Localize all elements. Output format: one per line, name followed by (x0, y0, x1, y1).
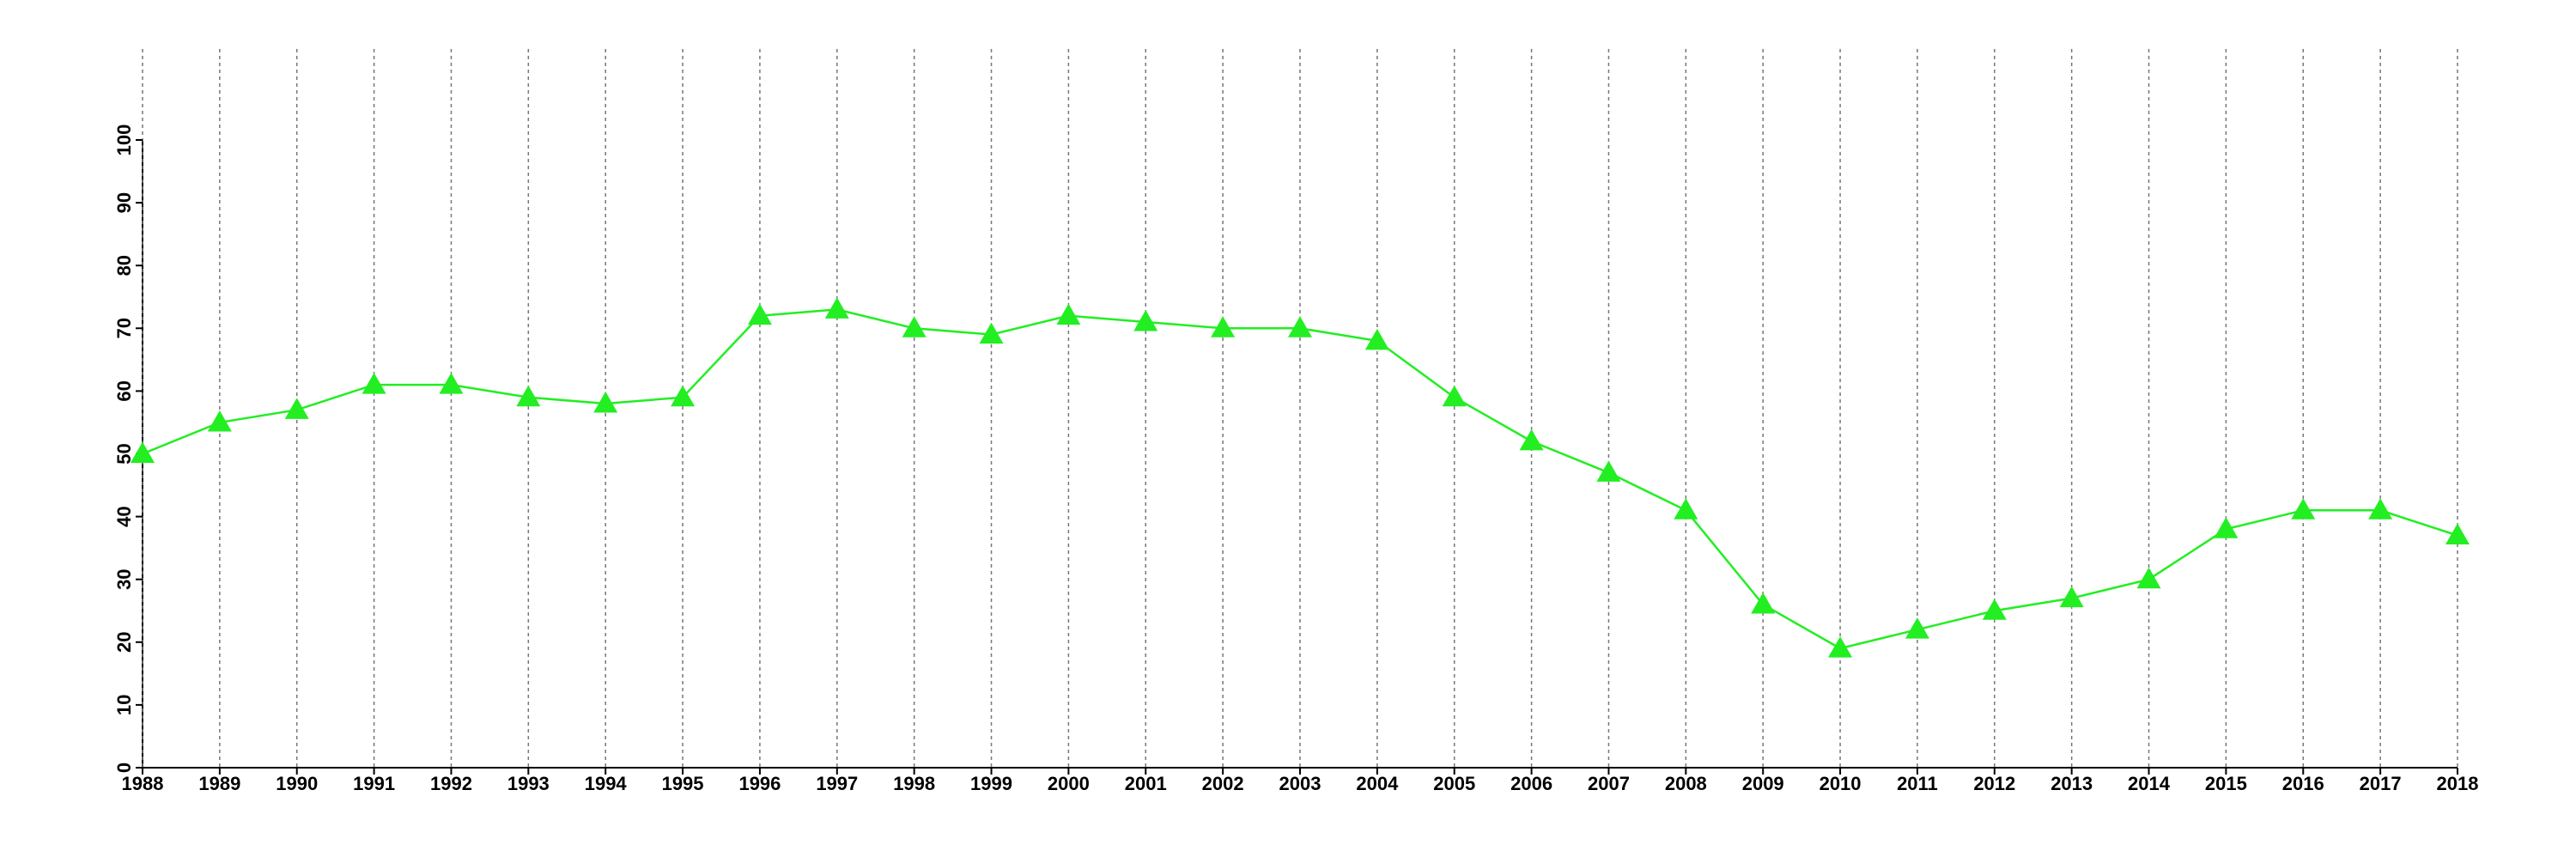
x-tick-label: 2011 (1897, 773, 1938, 794)
data-point (1596, 460, 1621, 482)
data-point (979, 322, 1004, 344)
x-tick-label: 1994 (585, 773, 628, 794)
x-tick-label: 2001 (1125, 773, 1167, 794)
data-point (207, 410, 232, 432)
x-tick-label: 2012 (1973, 773, 2015, 794)
data-point (2368, 498, 2393, 520)
data-point (439, 373, 464, 394)
y-tick-label: 20 (113, 632, 135, 653)
y-tick-label: 80 (113, 255, 135, 276)
data-point (1364, 328, 1389, 350)
data-point (1982, 599, 2007, 620)
x-tick-label: 2010 (1820, 773, 1862, 794)
x-tick-label: 2008 (1665, 773, 1707, 794)
data-point (671, 385, 696, 407)
data-point (1442, 385, 1467, 407)
y-tick-label: 30 (113, 568, 135, 589)
y-tick-label: 50 (113, 443, 135, 464)
y-tick-label: 100 (113, 125, 135, 156)
x-tick-label: 2016 (2282, 773, 2324, 794)
x-tick-label: 2003 (1279, 773, 1321, 794)
x-tick-label: 2014 (2128, 773, 2171, 794)
x-tick-label: 1999 (970, 773, 1012, 794)
x-tick-label: 2018 (2437, 773, 2479, 794)
data-point (824, 297, 849, 319)
data-point (902, 316, 927, 337)
data-point (1211, 316, 1236, 337)
x-tick-label: 2017 (2360, 773, 2402, 794)
data-point (1674, 498, 1698, 520)
y-tick-label: 40 (113, 506, 135, 526)
data-point (1905, 617, 1929, 639)
x-tick-label: 2004 (1356, 773, 1399, 794)
x-tick-label: 2002 (1202, 773, 1244, 794)
x-tick-label: 2009 (1742, 773, 1784, 794)
data-point (1056, 303, 1081, 325)
data-point (2059, 586, 2084, 608)
data-point (2136, 567, 2161, 589)
x-tick-label: 1988 (122, 773, 164, 794)
data-point (131, 441, 155, 463)
y-tick-label: 90 (113, 192, 135, 213)
x-tick-label: 1997 (816, 773, 858, 794)
data-point (1288, 316, 1312, 337)
data-point (1519, 428, 1544, 451)
data-point (516, 385, 541, 407)
data-point (2214, 517, 2239, 538)
data-point (2445, 523, 2470, 545)
data-point (1828, 636, 1853, 658)
x-tick-label: 1991 (353, 773, 395, 794)
x-tick-label: 1989 (198, 773, 240, 794)
x-tick-label: 2013 (2050, 773, 2093, 794)
x-tick-label: 2005 (1433, 773, 1475, 794)
data-point (2291, 498, 2316, 520)
x-tick-label: 1992 (430, 773, 472, 794)
x-tick-label: 1998 (893, 773, 935, 794)
data-point (747, 303, 772, 325)
data-point (593, 392, 618, 413)
data-point (284, 398, 309, 419)
y-tick-label: 0 (113, 763, 135, 773)
x-tick-label: 1996 (738, 773, 781, 794)
x-tick-label: 1995 (662, 773, 704, 794)
y-tick-label: 70 (113, 318, 135, 338)
data-point (1133, 309, 1158, 331)
x-tick-label: 2015 (2205, 773, 2247, 794)
data-point (361, 373, 386, 394)
x-tick-label: 2006 (1510, 773, 1552, 794)
x-tick-label: 2000 (1048, 773, 1090, 794)
y-tick-label: 60 (113, 380, 135, 401)
x-tick-label: 2007 (1588, 773, 1630, 794)
y-tick-label: 10 (113, 695, 135, 715)
x-tick-label: 1990 (276, 773, 318, 794)
x-tick-label: 1993 (507, 773, 550, 794)
data-point (1751, 592, 1776, 614)
